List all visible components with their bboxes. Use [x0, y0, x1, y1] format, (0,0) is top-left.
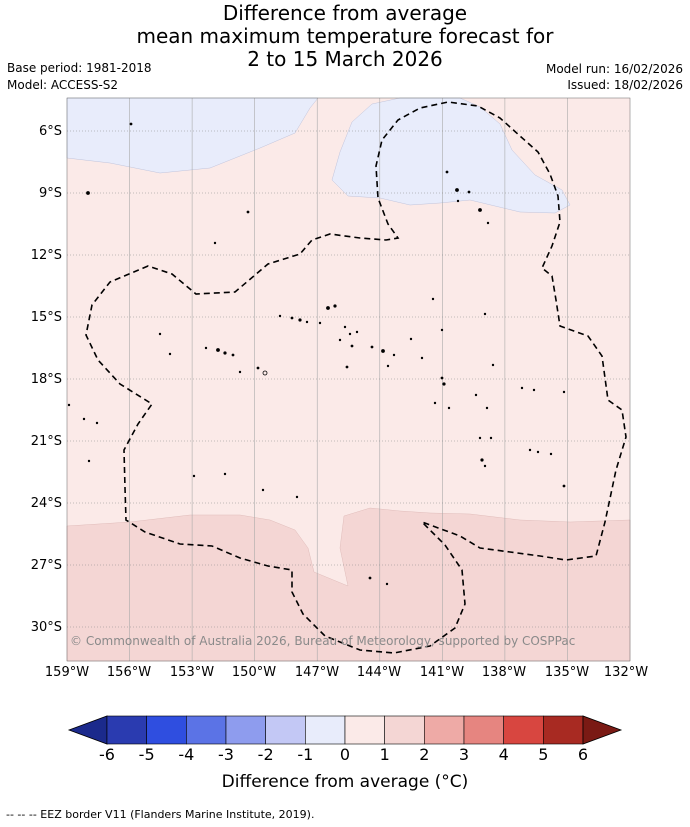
lat-label-30s: 30°S	[30, 620, 62, 635]
lon-label-132w: 132°W	[603, 665, 649, 680]
colorbar-tick-label: 0	[339, 745, 351, 764]
colorbar-segment	[106, 715, 147, 745]
colorbar-tick-label: 2	[419, 745, 430, 764]
lon-label-144w: 144°W	[356, 665, 402, 680]
colorbar-segment	[305, 715, 346, 745]
issued-date: Issued: 18/02/2026	[567, 78, 683, 92]
colorbar	[67, 715, 623, 745]
lon-label-147w: 147°W	[294, 665, 340, 680]
lon-label-138w: 138°W	[481, 665, 527, 680]
colorbar-tick-label: -5	[138, 745, 155, 764]
islands	[67, 122, 566, 586]
colorbar-segment	[543, 715, 584, 745]
lon-label-159w: 159°W	[44, 665, 90, 680]
colorbar-extend-high	[582, 715, 623, 745]
model-name: Model: ACCESS-S2	[7, 78, 119, 92]
lon-label-135w: 135°W	[544, 665, 590, 680]
title-line-2: mean maximum temperature forecast for	[136, 24, 554, 48]
lon-label-156w: 156°W	[106, 665, 152, 680]
map-frame	[66, 97, 631, 662]
gridlines	[67, 98, 630, 661]
lat-label-9s: 9°S	[38, 186, 62, 201]
colorbar-tick-label: -2	[257, 745, 274, 764]
colorbar-segment	[503, 715, 544, 745]
lat-label-18s: 18°S	[30, 372, 62, 387]
title-line-1: Difference from average	[222, 1, 468, 25]
colorbar-tick-label: 5	[538, 745, 549, 764]
colorbar-segment	[384, 715, 425, 745]
eez-border-main	[85, 101, 627, 654]
colorbar-tick-label: -6	[99, 745, 115, 764]
colorbar-tick-label: 6	[577, 745, 589, 764]
colorbar-tick-label: -3	[218, 745, 234, 764]
colorbar-segment	[225, 715, 266, 745]
lat-label-15s: 15°S	[30, 310, 62, 325]
colorbar-segment	[463, 715, 504, 745]
colorbar-extend-low	[67, 715, 108, 745]
copyright-notice: © Commonwealth of Australia 2026, Bureau…	[70, 634, 576, 648]
title-line-3: 2 to 15 March 2026	[247, 47, 443, 71]
colorbar-segment	[186, 715, 227, 745]
anomaly-region-negative-ne	[331, 97, 571, 214]
colorbar-segment	[344, 715, 385, 745]
colorbar-tick-label: 1	[379, 745, 390, 764]
lat-label-21s: 21°S	[30, 434, 62, 449]
model-run-date: Model run: 16/02/2026	[545, 62, 683, 76]
colorbar-segment	[265, 715, 306, 745]
lon-label-153w: 153°W	[169, 665, 215, 680]
colorbar-segment	[146, 715, 187, 745]
lat-label-27s: 27°S	[30, 558, 62, 573]
colorbar-tick-label: 4	[498, 745, 509, 764]
lat-label-24s: 24°S	[30, 496, 62, 511]
colorbar-segment	[424, 715, 465, 745]
colorbar-tick-label: 3	[458, 745, 470, 764]
lat-label-12s: 12°S	[30, 248, 62, 263]
colorbar-label: Difference from average (°C)	[221, 772, 469, 792]
eez-footnote: -- -- -- EEZ border V11 (Flanders Marine…	[6, 808, 315, 821]
base-period: Base period: 1981-2018	[7, 61, 152, 75]
lon-label-150w: 150°W	[231, 665, 277, 680]
colorbar-tick-label: -4	[178, 745, 195, 764]
colorbar-tick-label: -1	[297, 745, 314, 764]
lon-label-141w: 141°W	[419, 665, 465, 680]
lat-label-6s: 6°S	[38, 124, 62, 139]
